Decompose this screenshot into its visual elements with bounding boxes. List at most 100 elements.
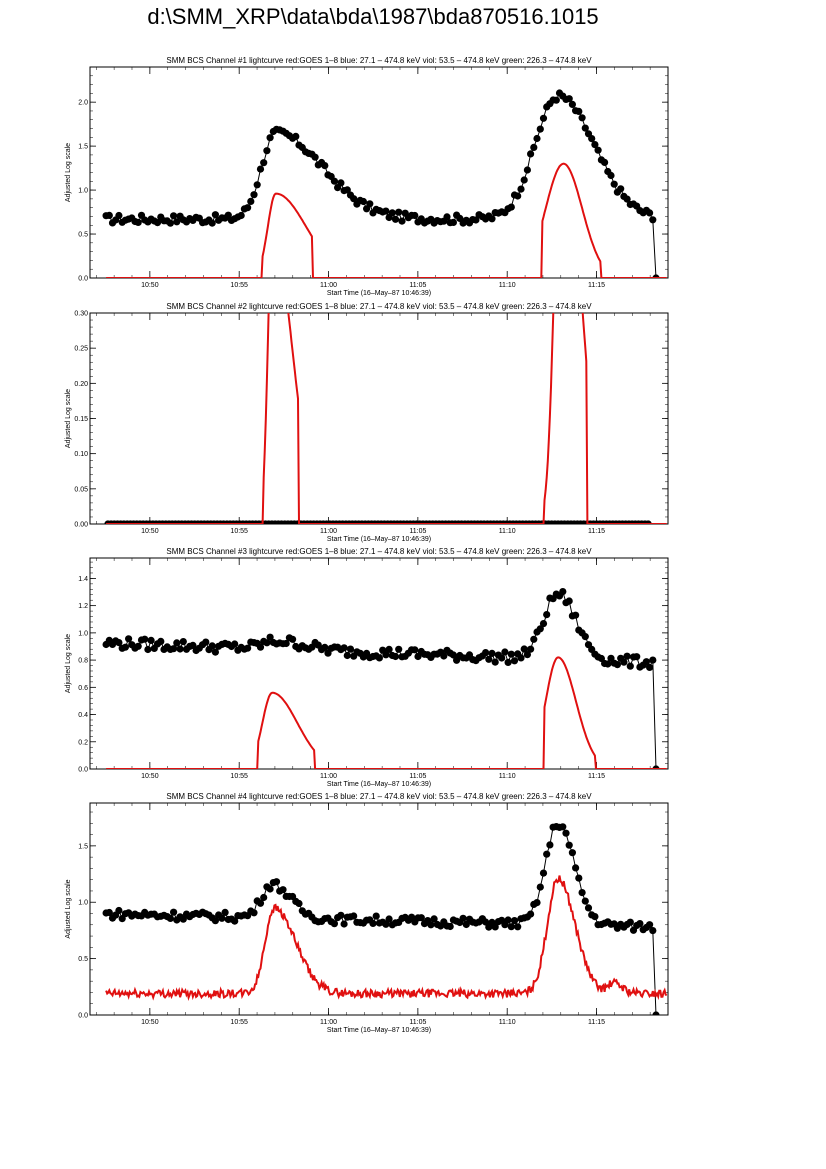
data-point <box>485 655 493 663</box>
data-point <box>382 651 390 659</box>
data-point <box>536 125 544 133</box>
data-point <box>507 923 515 931</box>
data-point <box>559 823 567 831</box>
x-tick-label: 11:05 <box>409 528 426 535</box>
series-1 <box>102 588 660 769</box>
data-point <box>176 645 184 653</box>
data-point <box>170 908 178 916</box>
data-point <box>279 886 287 894</box>
y-axis-label: Adjusted Log scale <box>65 143 72 202</box>
data-point <box>462 920 470 929</box>
data-point <box>507 650 515 658</box>
data-point <box>626 662 634 670</box>
data-point <box>244 644 252 652</box>
data-point <box>543 611 551 619</box>
chart-title: SMM BCS Channel #3 lightcurve red:GOES 1… <box>166 547 592 556</box>
data-point <box>211 211 219 219</box>
chart-panel-4: SMM BCS Channel #4 lightcurve red:GOES 1… <box>65 792 669 1034</box>
data-point <box>430 915 438 923</box>
series-line <box>105 875 668 1002</box>
y-tick-label: 0.0 <box>78 767 88 774</box>
data-point <box>337 911 345 919</box>
data-point <box>591 913 599 921</box>
data-point <box>144 645 152 654</box>
data-point <box>514 923 522 931</box>
series-1 <box>102 823 660 1015</box>
data-point <box>253 181 261 189</box>
data-point <box>366 200 374 208</box>
y-tick-label: 1.0 <box>78 188 88 195</box>
data-point <box>256 165 265 173</box>
data-point <box>613 661 622 669</box>
plot-frame <box>89 802 669 1016</box>
y-tick-label: 0.4 <box>78 712 88 719</box>
data-point <box>617 185 625 193</box>
data-point <box>533 134 541 143</box>
y-tick-label: 1.2 <box>78 603 88 610</box>
x-tick-label: 11:10 <box>499 528 516 535</box>
data-point <box>601 158 609 166</box>
data-point <box>311 153 319 161</box>
y-tick-label: 1.4 <box>78 576 88 583</box>
data-point <box>510 657 519 665</box>
data-point <box>382 207 390 215</box>
data-point <box>649 216 657 224</box>
chart-title: SMM BCS Channel #1 lightcurve red:GOES 1… <box>166 56 592 65</box>
data-point <box>170 645 178 653</box>
data-point <box>256 899 265 907</box>
data-point <box>170 212 178 220</box>
y-tick-label: 0.0 <box>78 1013 88 1020</box>
data-point <box>578 889 586 897</box>
data-point <box>607 171 615 180</box>
x-tick-label: 11:05 <box>409 773 426 780</box>
data-point <box>375 654 383 662</box>
data-point <box>501 648 509 656</box>
data-point <box>289 635 297 643</box>
data-point <box>398 217 406 225</box>
data-point <box>224 211 232 219</box>
data-point <box>510 917 519 925</box>
x-tick-label: 11:15 <box>588 282 605 289</box>
plot-frame <box>89 312 669 525</box>
data-point <box>359 197 367 206</box>
data-point <box>636 920 644 928</box>
data-point <box>565 95 573 103</box>
data-point <box>382 920 390 928</box>
x-tick-label: 11:10 <box>499 1019 516 1026</box>
data-point <box>427 921 435 929</box>
y-tick-label: 0.5 <box>78 232 88 239</box>
data-point <box>527 150 535 158</box>
y-tick-label: 0.6 <box>78 685 88 692</box>
data-point <box>417 914 425 922</box>
data-point <box>153 219 162 227</box>
data-point <box>610 180 618 188</box>
series-line <box>106 92 657 278</box>
y-tick-label: 0.0 <box>78 276 88 283</box>
data-point <box>623 652 631 660</box>
data-point <box>642 658 651 666</box>
data-point <box>449 651 457 659</box>
data-point <box>649 927 657 935</box>
data-point <box>626 918 634 926</box>
x-tick-label: 11:00 <box>320 773 337 780</box>
data-point <box>173 639 181 647</box>
data-point <box>395 208 403 216</box>
data-point <box>388 209 396 217</box>
data-point <box>115 211 123 220</box>
x-tick-label: 11:15 <box>588 528 605 535</box>
x-tick-label: 10:50 <box>141 773 159 780</box>
data-point <box>166 914 174 923</box>
data-point <box>575 107 583 115</box>
data-point <box>575 874 583 882</box>
data-point <box>134 218 142 226</box>
data-point <box>539 869 548 877</box>
data-point <box>263 147 271 155</box>
x-tick-label: 11:05 <box>409 282 426 289</box>
x-tick-label: 10:55 <box>230 1019 248 1026</box>
data-point <box>121 643 129 651</box>
data-point <box>105 211 113 219</box>
series-line <box>106 656 667 769</box>
chart-title: SMM BCS Channel #2 lightcurve red:GOES 1… <box>166 302 592 311</box>
data-point <box>134 642 142 650</box>
data-point <box>266 134 274 142</box>
